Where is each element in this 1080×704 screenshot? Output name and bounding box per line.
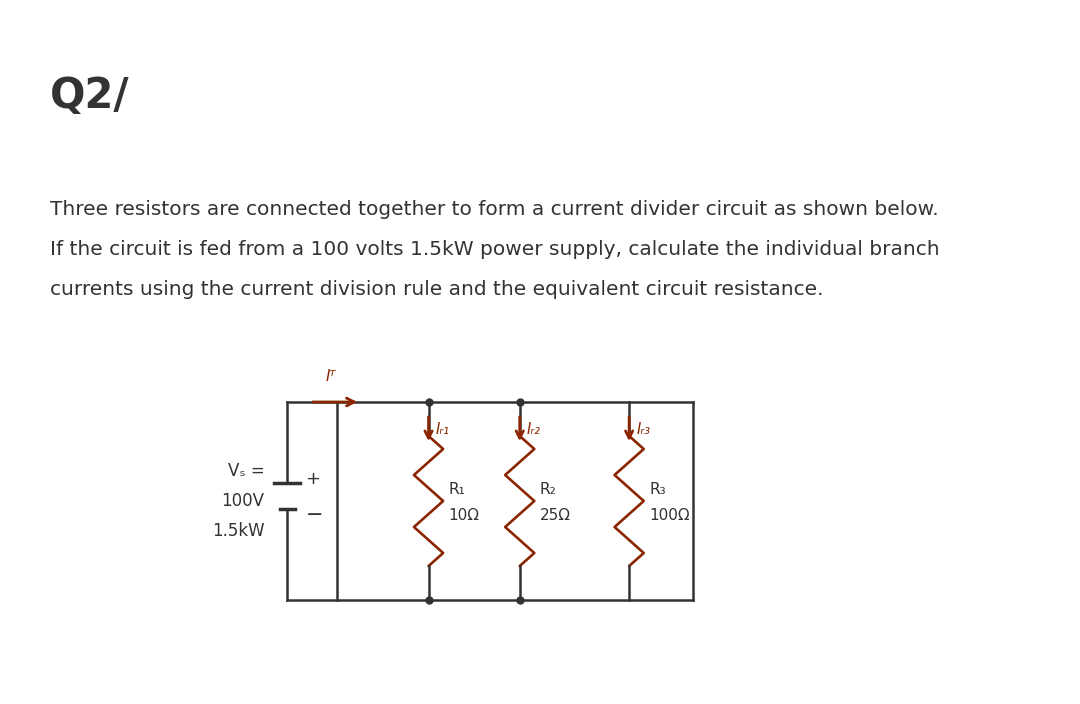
- Text: Three resistors are connected together to form a current divider circuit as show: Three resistors are connected together t…: [50, 200, 939, 219]
- Text: R₂: R₂: [540, 482, 556, 496]
- Text: currents using the current division rule and the equivalent circuit resistance.: currents using the current division rule…: [50, 280, 824, 299]
- Text: Q2/: Q2/: [50, 75, 130, 117]
- Text: 25Ω: 25Ω: [540, 508, 571, 522]
- Text: 10Ω: 10Ω: [448, 508, 480, 522]
- Text: +: +: [306, 470, 321, 488]
- Text: 100Ω: 100Ω: [649, 508, 690, 522]
- Text: Iᵀ: Iᵀ: [325, 369, 336, 384]
- Text: Iᵣ₃: Iᵣ₃: [636, 422, 650, 436]
- Text: Iᵣ₁: Iᵣ₁: [436, 422, 450, 436]
- Text: 100V: 100V: [221, 492, 265, 510]
- Text: If the circuit is fed from a 100 volts 1.5kW power supply, calculate the individ: If the circuit is fed from a 100 volts 1…: [50, 240, 940, 259]
- Text: −: −: [306, 505, 323, 525]
- Text: R₁: R₁: [448, 482, 465, 496]
- Text: Iᵣ₂: Iᵣ₂: [527, 422, 541, 436]
- Text: R₃: R₃: [649, 482, 666, 496]
- Text: 1.5kW: 1.5kW: [212, 522, 265, 540]
- Text: Vₛ =: Vₛ =: [228, 462, 265, 480]
